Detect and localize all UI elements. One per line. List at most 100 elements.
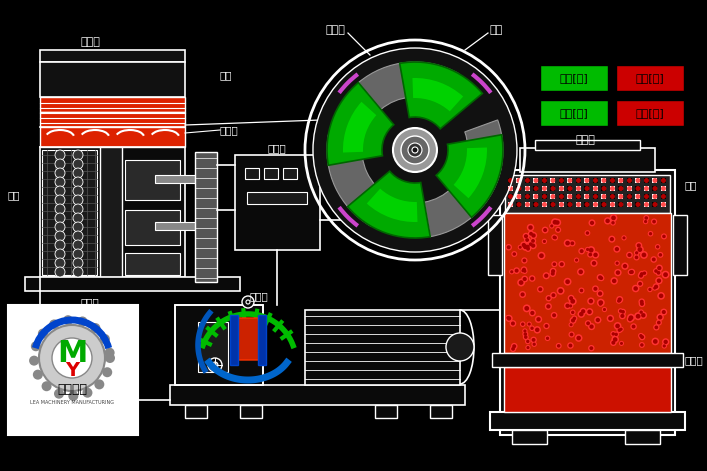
- Bar: [568, 186, 573, 191]
- Circle shape: [588, 323, 595, 330]
- Bar: [100, 147, 122, 277]
- Circle shape: [515, 268, 519, 273]
- Circle shape: [612, 341, 615, 345]
- Circle shape: [569, 296, 573, 300]
- Circle shape: [513, 268, 520, 274]
- Circle shape: [559, 202, 564, 207]
- Circle shape: [661, 234, 667, 239]
- Circle shape: [638, 333, 643, 339]
- Bar: [534, 178, 539, 183]
- Circle shape: [568, 186, 573, 191]
- Circle shape: [242, 296, 254, 308]
- Bar: [508, 178, 513, 183]
- Circle shape: [551, 293, 556, 297]
- Bar: [551, 194, 556, 199]
- Circle shape: [39, 325, 105, 391]
- Circle shape: [513, 252, 516, 256]
- Circle shape: [588, 297, 595, 305]
- Bar: [602, 202, 607, 207]
- Circle shape: [578, 288, 585, 293]
- Circle shape: [313, 48, 517, 252]
- Circle shape: [611, 216, 616, 220]
- Circle shape: [537, 317, 541, 322]
- Circle shape: [612, 332, 615, 336]
- Circle shape: [519, 280, 523, 285]
- Circle shape: [651, 338, 659, 345]
- Circle shape: [614, 245, 621, 252]
- Circle shape: [543, 228, 547, 232]
- Bar: [585, 202, 590, 207]
- Circle shape: [523, 329, 527, 333]
- Bar: [636, 194, 641, 199]
- Circle shape: [657, 271, 660, 275]
- Circle shape: [522, 304, 531, 312]
- Circle shape: [598, 300, 603, 305]
- Circle shape: [663, 272, 668, 277]
- Circle shape: [446, 333, 474, 361]
- Bar: [627, 178, 632, 183]
- Bar: [644, 194, 649, 199]
- Circle shape: [621, 236, 626, 241]
- Circle shape: [529, 232, 533, 236]
- Circle shape: [655, 269, 662, 276]
- Circle shape: [524, 237, 530, 243]
- Text: 变频器: 变频器: [268, 143, 286, 153]
- Circle shape: [636, 202, 641, 207]
- Circle shape: [55, 240, 65, 250]
- Circle shape: [511, 347, 515, 351]
- Circle shape: [568, 178, 573, 183]
- Circle shape: [585, 247, 590, 252]
- Bar: [42, 150, 97, 275]
- Bar: [185, 405, 207, 418]
- Circle shape: [546, 295, 552, 301]
- Circle shape: [73, 231, 83, 241]
- Polygon shape: [258, 315, 266, 365]
- Circle shape: [585, 231, 589, 235]
- Circle shape: [552, 313, 556, 317]
- Wedge shape: [449, 120, 503, 218]
- Text: 加料[开]: 加料[开]: [559, 73, 588, 83]
- Bar: [490, 412, 685, 430]
- Circle shape: [522, 233, 530, 240]
- Bar: [636, 202, 641, 207]
- Circle shape: [555, 220, 560, 225]
- Wedge shape: [412, 78, 463, 111]
- Circle shape: [634, 312, 642, 320]
- Circle shape: [55, 249, 65, 259]
- Circle shape: [55, 168, 65, 178]
- Circle shape: [589, 299, 593, 303]
- Circle shape: [535, 316, 542, 323]
- Wedge shape: [327, 135, 388, 226]
- Circle shape: [570, 317, 576, 324]
- Circle shape: [585, 320, 591, 326]
- Circle shape: [54, 389, 64, 398]
- Circle shape: [610, 331, 617, 337]
- Circle shape: [598, 302, 603, 307]
- Bar: [195, 152, 217, 282]
- Bar: [593, 186, 598, 191]
- Circle shape: [616, 299, 621, 304]
- Circle shape: [619, 328, 623, 331]
- Circle shape: [592, 285, 599, 292]
- Circle shape: [655, 277, 662, 284]
- Circle shape: [531, 239, 535, 243]
- Circle shape: [590, 260, 597, 267]
- Circle shape: [653, 178, 658, 183]
- Circle shape: [639, 342, 645, 348]
- Bar: [247, 192, 307, 204]
- Circle shape: [592, 251, 600, 259]
- Circle shape: [556, 287, 565, 295]
- Circle shape: [619, 312, 626, 319]
- Circle shape: [580, 249, 583, 253]
- Bar: [585, 194, 590, 199]
- Circle shape: [103, 367, 112, 377]
- Bar: [40, 97, 185, 112]
- Circle shape: [658, 252, 663, 258]
- Circle shape: [534, 194, 539, 199]
- Circle shape: [511, 251, 518, 257]
- Circle shape: [590, 346, 593, 350]
- Circle shape: [563, 278, 571, 285]
- Circle shape: [527, 241, 534, 247]
- Circle shape: [636, 242, 642, 249]
- Circle shape: [636, 194, 641, 199]
